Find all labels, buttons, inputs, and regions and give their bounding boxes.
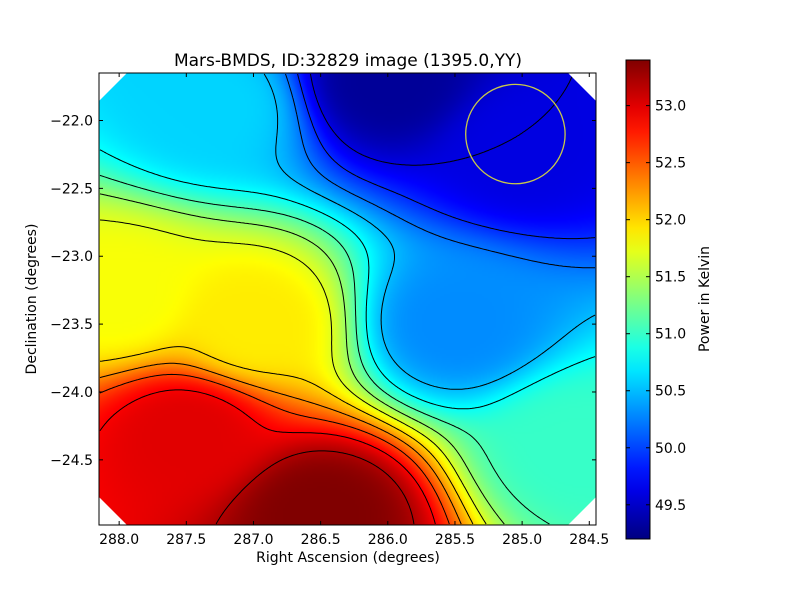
contour-line-4: [99, 149, 596, 410]
colorbar-label: Power in Kelvin: [697, 246, 713, 352]
y-axis-label: Declination (degrees): [24, 224, 40, 375]
colorbar-tick-label: 51.0: [655, 327, 686, 343]
x-axis-label: Right Ascension (degrees): [256, 550, 440, 566]
colorbar-tick-label: 50.5: [655, 384, 686, 400]
x-tick-label: 288.0: [99, 532, 139, 548]
x-tick-label: 285.0: [502, 532, 542, 548]
contour-line-7: [100, 219, 487, 525]
colorbar-tick-label: 49.5: [655, 498, 686, 514]
y-tick-label: −22.5: [50, 181, 93, 197]
x-tick-label: 285.5: [435, 532, 475, 548]
colorbar-tick-label: 50.0: [655, 441, 686, 457]
colorbar-tick-label: 52.0: [655, 213, 686, 229]
colorbar-tick-label: 53.0: [655, 99, 686, 115]
x-tick-label: 286.0: [368, 532, 408, 548]
contour-line-3: [263, 73, 596, 390]
chart-title: Mars-BMDS, ID:32829 image (1395.0,YY): [174, 51, 522, 71]
x-tick-label: 286.5: [301, 532, 341, 548]
colorbar-tick-label: 52.5: [655, 156, 686, 172]
y-tick-label: −24.0: [50, 385, 93, 401]
x-tick-label: 287.0: [233, 532, 273, 548]
colorbar-axis: 49.5 50.0 50.5 51.0 51.5 52.0 52.5 53.0: [626, 99, 686, 514]
y-tick-label: −22.0: [50, 114, 93, 130]
marker-circle: [465, 83, 566, 185]
contour-line-12: [215, 450, 415, 525]
y-tick-label: −23.0: [50, 249, 93, 265]
contour-line-2: [285, 73, 595, 269]
x-axis: 288.0 287.5 287.0 286.5 286.0 285.5 285.0 284.5: [99, 73, 609, 548]
x-tick-label: 287.5: [166, 532, 206, 548]
contour-line-1: [297, 73, 596, 240]
contour-line-0: [310, 73, 574, 166]
colorbar-tick-label: 51.5: [655, 270, 686, 286]
contour-line-10: [99, 373, 450, 525]
contour-line-9: [99, 362, 462, 525]
y-tick-label: −24.5: [50, 453, 93, 469]
contour-lines: [99, 73, 596, 525]
x-tick-label: 284.5: [569, 532, 609, 548]
heatmap: [99, 73, 596, 525]
contour-line-11: [99, 389, 436, 525]
y-tick-label: −23.5: [50, 317, 93, 333]
y-axis: −22.0 −22.5 −23.0 −23.5 −24.0 −24.5: [50, 114, 596, 469]
contour-line-5: [99, 174, 550, 525]
contour-line-8: [99, 346, 474, 525]
axes-frame: [98, 72, 597, 526]
contour-line-6: [99, 193, 505, 525]
colorbar: [625, 59, 651, 540]
heatmap-image: [99, 73, 596, 525]
